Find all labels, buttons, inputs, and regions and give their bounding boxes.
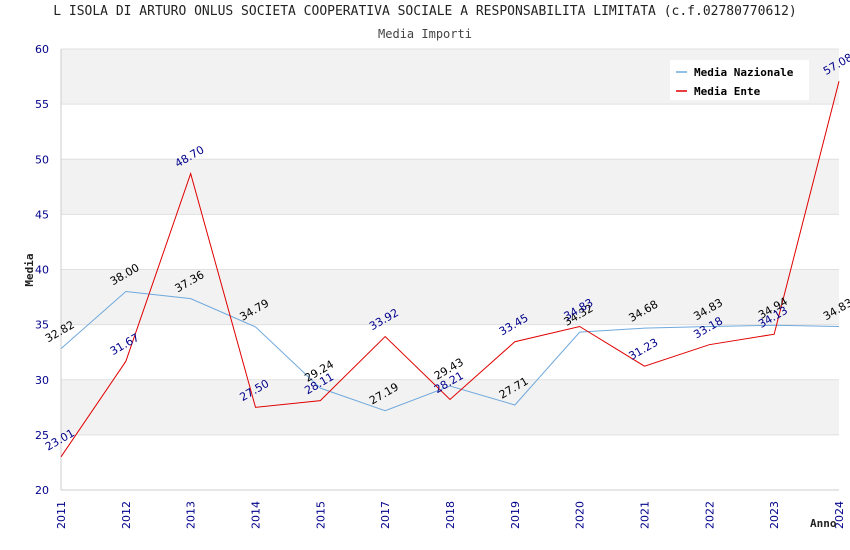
series-lines [60,81,840,458]
x-tick-labels: 2011 2012 2013 2014 2015 2017 2018 2019 2020 2021… [55,501,846,529]
y-tick-label: 60 [35,43,49,56]
y-tick-label: 45 [35,208,49,221]
x-tick-label: 2020 [574,501,587,529]
y-tick-label: 20 [35,484,49,497]
series-line-media-nazionale [60,291,840,412]
series-line-media-ente [60,81,840,458]
y-tick-label: 50 [35,153,49,166]
x-tick-label: 2011 [55,501,68,529]
x-axis-label: Anno [810,517,837,530]
legend-box [670,60,809,100]
plot-band [61,379,839,435]
x-tick-label: 2014 [250,501,263,529]
legend-label-ente: Media Ente [694,85,761,98]
x-tick-label: 2017 [379,501,392,529]
plot-band [61,434,839,490]
x-tick-label: 2013 [185,501,198,529]
chart-title: L ISOLA DI ARTURO ONLUS SOCIETA COOPERAT… [53,4,797,19]
plot-band [61,104,839,160]
legend-label-nazionale: Media Nazionale [694,66,794,79]
y-tick-label: 35 [35,319,49,332]
y-tick-labels: 20 25 30 35 40 45 50 55 60 [35,43,49,497]
legend: Media Nazionale Media Ente [670,60,809,100]
y-tick-label: 40 [35,264,49,277]
x-tick-label: 2012 [120,501,133,529]
plot-bands [61,49,839,490]
chart-subtitle: Media Importi [378,27,472,41]
y-tick-label: 55 [35,98,49,111]
plot-band [61,269,839,325]
plot-band [61,214,839,270]
x-tick-label: 2024 [833,501,846,529]
plot-band [61,324,839,380]
y-axis-label: Media [23,253,36,286]
x-tick-label: 2023 [768,501,781,529]
x-tick-label: 2018 [444,501,457,529]
y-tick-label: 30 [35,374,49,387]
x-tick-label: 2019 [509,501,522,529]
x-tick-label: 2015 [314,501,327,529]
x-tick-label: 2021 [639,501,652,529]
plot-band [61,159,839,215]
axes [60,49,839,491]
grid-lines [61,48,839,491]
x-tick-label: 2022 [703,501,716,529]
y-tick-label: 25 [35,429,49,442]
